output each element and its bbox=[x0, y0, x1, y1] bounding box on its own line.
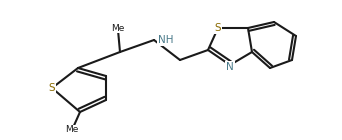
Text: NH: NH bbox=[158, 35, 173, 45]
Text: S: S bbox=[49, 83, 55, 93]
Text: N: N bbox=[226, 62, 234, 72]
Text: Me: Me bbox=[65, 125, 79, 135]
Text: S: S bbox=[215, 23, 221, 33]
Text: Me: Me bbox=[111, 24, 125, 32]
